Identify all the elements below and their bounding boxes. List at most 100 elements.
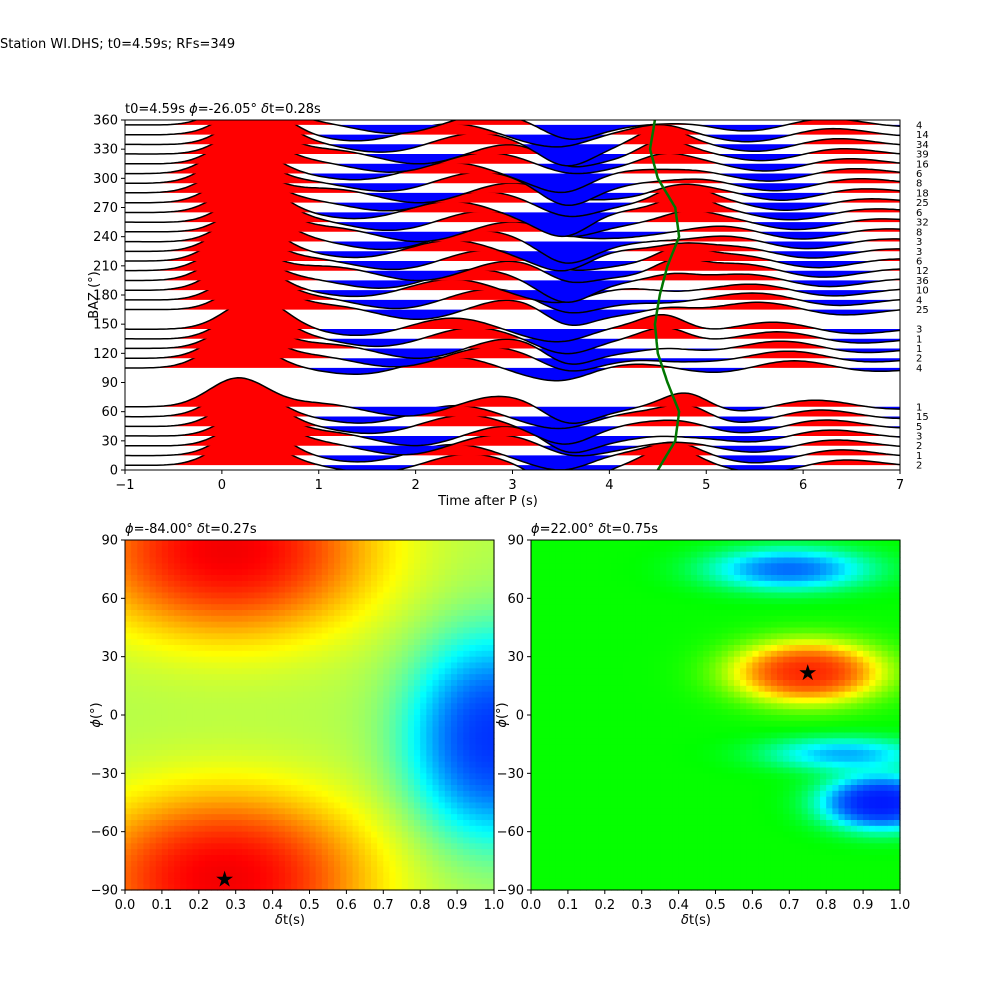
heatmap-cell — [161, 639, 169, 646]
heatmap-cell — [561, 820, 569, 827]
heatmap-cell — [438, 569, 446, 576]
heatmap-cell — [223, 569, 231, 576]
heatmap-cell — [549, 691, 557, 699]
heatmap-cell — [241, 726, 249, 734]
heatmap-cell — [592, 715, 600, 722]
heatmap-cell — [340, 750, 347, 757]
heatmap-cell — [610, 709, 618, 716]
heatmap-cell — [211, 802, 218, 809]
heatmap-cell — [241, 592, 249, 599]
heatmap-cell — [143, 802, 151, 809]
heatmap-cell — [248, 796, 255, 804]
heatmap-cell — [549, 540, 557, 547]
heatmap-cell — [315, 615, 323, 623]
heatmap-cell — [395, 831, 403, 839]
heatmap-cell — [487, 738, 495, 745]
heatmap-cell — [537, 540, 544, 547]
heatmap-cell — [137, 837, 145, 844]
heatmap-cell — [192, 610, 200, 617]
heatmap-cell — [340, 796, 347, 804]
heatmap-cell — [420, 860, 427, 868]
heatmap-cell — [198, 726, 206, 734]
heatmap-cell — [635, 662, 643, 669]
heatmap-cell — [623, 732, 630, 739]
heatmap-cell — [198, 598, 206, 605]
heatmap-cell — [401, 849, 409, 856]
heatmap-cell — [217, 575, 224, 582]
heatmap-cell — [389, 703, 397, 710]
heatmap-cell — [161, 656, 169, 664]
rf-bin-count: 36 — [916, 276, 929, 287]
heatmap-cell — [155, 796, 163, 804]
heatmap-cell — [229, 814, 237, 821]
heatmap-cell — [211, 831, 218, 839]
heatmap-cell — [420, 825, 427, 833]
heatmap-cell — [543, 627, 551, 634]
heatmap-cell — [543, 551, 551, 559]
heatmap-cell — [580, 575, 587, 582]
heatmap-cell — [315, 726, 323, 734]
heatmap-cell — [284, 697, 292, 704]
heatmap-cell — [377, 697, 384, 704]
heatmap-cell — [604, 668, 612, 675]
heatmap-cell — [444, 580, 452, 588]
heatmap-cell — [635, 668, 643, 675]
heatmap-cell — [438, 855, 446, 862]
heatmap-cell — [531, 761, 538, 769]
heatmap-cell — [623, 802, 630, 809]
heatmap-cell — [623, 569, 630, 576]
heatmap-cell — [383, 738, 391, 745]
heatmap-cell — [155, 790, 163, 798]
heatmap-cell — [272, 744, 280, 751]
heatmap-cell — [186, 691, 194, 699]
heatmap-cell — [143, 540, 151, 547]
heatmap-cell — [321, 790, 329, 798]
heatmap-cell — [432, 715, 440, 722]
heatmap-cell — [580, 738, 587, 745]
heatmap-cell — [432, 825, 440, 833]
heatmap-cell — [592, 849, 600, 856]
heatmap-cell — [327, 639, 335, 646]
heatmap-cell — [340, 650, 347, 658]
heatmap-cell — [254, 645, 261, 652]
rf-trace-negative-fill — [125, 202, 900, 217]
heatmap-cell — [444, 645, 452, 652]
heatmap-cell — [487, 767, 495, 774]
heatmap-cell — [334, 825, 341, 833]
heatmap-cell — [223, 732, 231, 739]
heatmap-cell — [426, 604, 434, 611]
heatmap-cell — [549, 767, 557, 774]
heatmap-cell — [204, 551, 212, 559]
heatmap-cell — [143, 668, 151, 675]
heatmap-cell — [204, 866, 212, 874]
heatmap-cell — [223, 592, 231, 599]
grid-search-left-y-label: ϕ(°) — [89, 702, 104, 727]
heatmap-cell — [481, 738, 489, 745]
heatmap-cell — [180, 872, 188, 879]
heatmap-cell — [161, 808, 169, 815]
heatmap-cell — [272, 551, 280, 559]
heatmap-cell — [543, 557, 551, 564]
heatmap-cell — [137, 732, 145, 739]
heatmap-cell — [137, 796, 145, 804]
heatmap-cell — [272, 645, 280, 652]
heatmap-cell — [284, 586, 292, 594]
heatmap-cell — [254, 802, 261, 809]
heatmap-cell — [358, 849, 366, 856]
heatmap-cell — [395, 551, 403, 559]
heatmap-cell — [469, 662, 477, 669]
heatmap-cell — [217, 592, 224, 599]
heatmap-cell — [623, 540, 630, 547]
heatmap-cell — [309, 738, 317, 745]
heatmap-cell — [284, 615, 292, 623]
heatmap-cell — [327, 662, 335, 669]
rf-trace-positive-fill — [125, 191, 900, 223]
heatmap-cell — [592, 814, 600, 821]
heatmap-cell — [567, 732, 575, 739]
heatmap-cell — [457, 855, 464, 862]
heatmap-cell — [623, 662, 630, 669]
heatmap-cell — [463, 557, 470, 564]
heatmap-cell — [537, 814, 544, 821]
heatmap-cell — [567, 750, 575, 757]
